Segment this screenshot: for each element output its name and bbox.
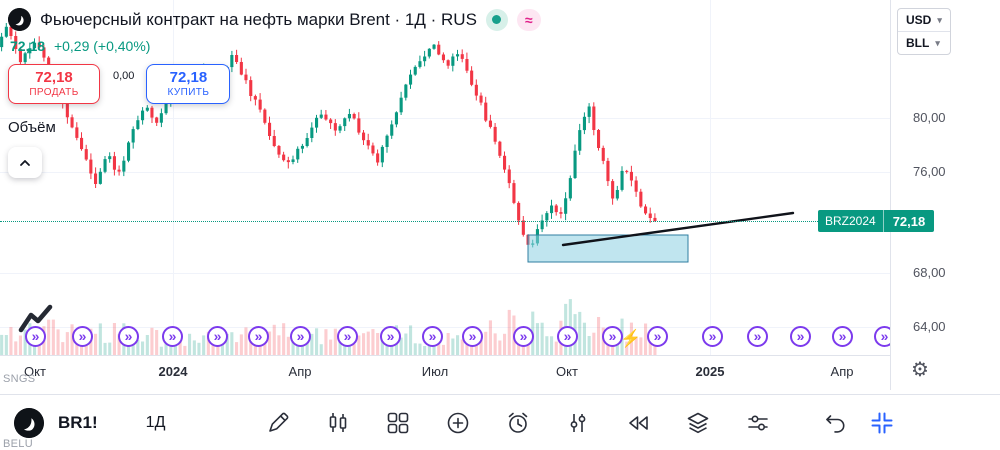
sell-button[interactable]: 72,18 ПРОДАТЬ (8, 64, 100, 104)
unit-dropdown[interactable]: BLL ▾ (898, 31, 950, 54)
buy-label: КУПИТЬ (167, 87, 210, 98)
price-axis-label: 76,00 (913, 164, 946, 179)
contract-ticker-label: BRZ2024 (818, 210, 884, 232)
event-forward-icon[interactable]: » (162, 326, 183, 347)
event-forward-icon[interactable]: » (118, 326, 139, 347)
time-axis-label: Июл (421, 364, 449, 379)
currency-dropdown[interactable]: USD ▾ (898, 9, 950, 31)
price-axis-label: 64,00 (913, 319, 946, 334)
event-forward-icon[interactable]: » (790, 326, 811, 347)
alert-clock-icon[interactable] (505, 410, 531, 436)
event-forward-icon[interactable]: » (602, 326, 623, 347)
currency-value: USD (906, 13, 932, 27)
watchlist-fragment-sngs: SNGS (3, 373, 36, 385)
time-axis-label: Окт (24, 364, 46, 379)
watchlist-fragment-belu: BELU (3, 438, 33, 450)
event-forward-icon[interactable]: » (72, 326, 93, 347)
interval-button[interactable]: 1Д (145, 413, 166, 431)
time-axis-label: Апр (830, 364, 854, 379)
collapse-panel-button[interactable] (8, 147, 42, 178)
event-forward-icon[interactable]: » (557, 326, 578, 347)
symbol-button[interactable]: BR1! (58, 412, 98, 432)
price-change: +0,29 (+0,40%) (53, 38, 151, 54)
event-forward-icon[interactable]: » (702, 326, 723, 347)
price-axis[interactable]: USD ▾ BLL ▾ 80,00 76,00 68,00 64,00 ⚙ (890, 0, 1000, 390)
chevron-down-icon: ▾ (937, 14, 942, 25)
event-forward-icon[interactable]: » (647, 326, 668, 347)
axis-unit-switch: USD ▾ BLL ▾ (897, 8, 951, 55)
event-forward-icon[interactable]: » (747, 326, 768, 347)
chart-header: Фьючерсный контракт на нефть марки Brent… (8, 8, 541, 178)
indicators-icon[interactable] (565, 410, 591, 436)
collapse-blue-icon[interactable] (869, 410, 895, 436)
approx-badge-icon[interactable]: ≈ (516, 8, 541, 31)
chevron-down-icon: ▾ (935, 37, 940, 48)
spread-value: 0,00 (113, 70, 135, 82)
event-forward-icon[interactable]: » (513, 326, 534, 347)
instrument-title[interactable]: Фьючерсный контракт на нефть марки Brent… (40, 9, 477, 29)
price-change-row: 72,18 +0,29 (+0,40%) (10, 38, 541, 54)
event-forward-icon[interactable]: » (422, 326, 443, 347)
contract-events-row: »»»»»»»»»»»»»» ⚡»»»»»» (0, 326, 890, 350)
price-axis-label: 68,00 (913, 265, 946, 280)
time-axis-label: Окт (556, 364, 578, 379)
time-axis-label: 2025 (695, 364, 725, 379)
buy-button[interactable]: 72,18 КУПИТЬ (146, 64, 231, 104)
unit-value: BLL (906, 36, 930, 50)
event-forward-icon[interactable]: » (25, 326, 46, 347)
time-axis[interactable]: Окт 2024 Апр Июл Окт 2025 Апр (0, 355, 1000, 391)
chevron-up-icon (20, 159, 30, 166)
volume-indicator-label: Объём (8, 119, 56, 136)
market-status-icon[interactable] (485, 8, 508, 31)
event-forward-icon[interactable]: » (290, 326, 311, 347)
event-forward-icon[interactable]: » (874, 326, 890, 347)
current-price-dotted-line (0, 221, 818, 222)
undo-icon[interactable] (823, 410, 849, 436)
draw-icon[interactable] (265, 410, 291, 436)
sell-label: ПРОДАТЬ (29, 87, 79, 98)
event-forward-icon[interactable]: » (832, 326, 853, 347)
chart-pane[interactable]: »»»»»»»»»»»»»» ⚡»»»»»» (0, 0, 890, 355)
bottom-toolbar: BR1! 1Д (0, 394, 1000, 450)
chart-type-icon[interactable] (325, 410, 351, 436)
tradingview-watermark-icon (18, 304, 54, 339)
axis-settings-gear-icon[interactable]: ⚙ (911, 359, 929, 381)
event-forward-icon[interactable]: » (380, 326, 401, 347)
layers-icon[interactable] (685, 410, 711, 436)
replay-icon[interactable] (625, 410, 651, 436)
layout-grid-icon[interactable] (385, 410, 411, 436)
buy-price: 72,18 (169, 69, 208, 86)
event-forward-icon[interactable]: » (207, 326, 228, 347)
time-axis-label: Апр (288, 364, 312, 379)
event-zap-icon[interactable]: ⚡ (620, 329, 642, 348)
event-forward-icon[interactable]: » (248, 326, 269, 347)
contract-price-value: 72,18 (883, 210, 935, 232)
settings-sliders-icon[interactable] (745, 410, 771, 436)
sell-price: 72,18 (35, 69, 73, 86)
price-axis-label: 80,00 (913, 110, 946, 125)
add-icon[interactable] (445, 410, 471, 436)
last-price: 72,18 (10, 38, 46, 54)
event-forward-icon[interactable]: » (337, 326, 358, 347)
broker-logo-icon[interactable] (8, 8, 31, 31)
time-axis-label: 2024 (158, 364, 188, 379)
broker-logo-icon[interactable] (14, 407, 44, 438)
active-contract-price-label[interactable]: BRZ2024 72,18 (818, 210, 935, 232)
event-forward-icon[interactable]: » (462, 326, 483, 347)
